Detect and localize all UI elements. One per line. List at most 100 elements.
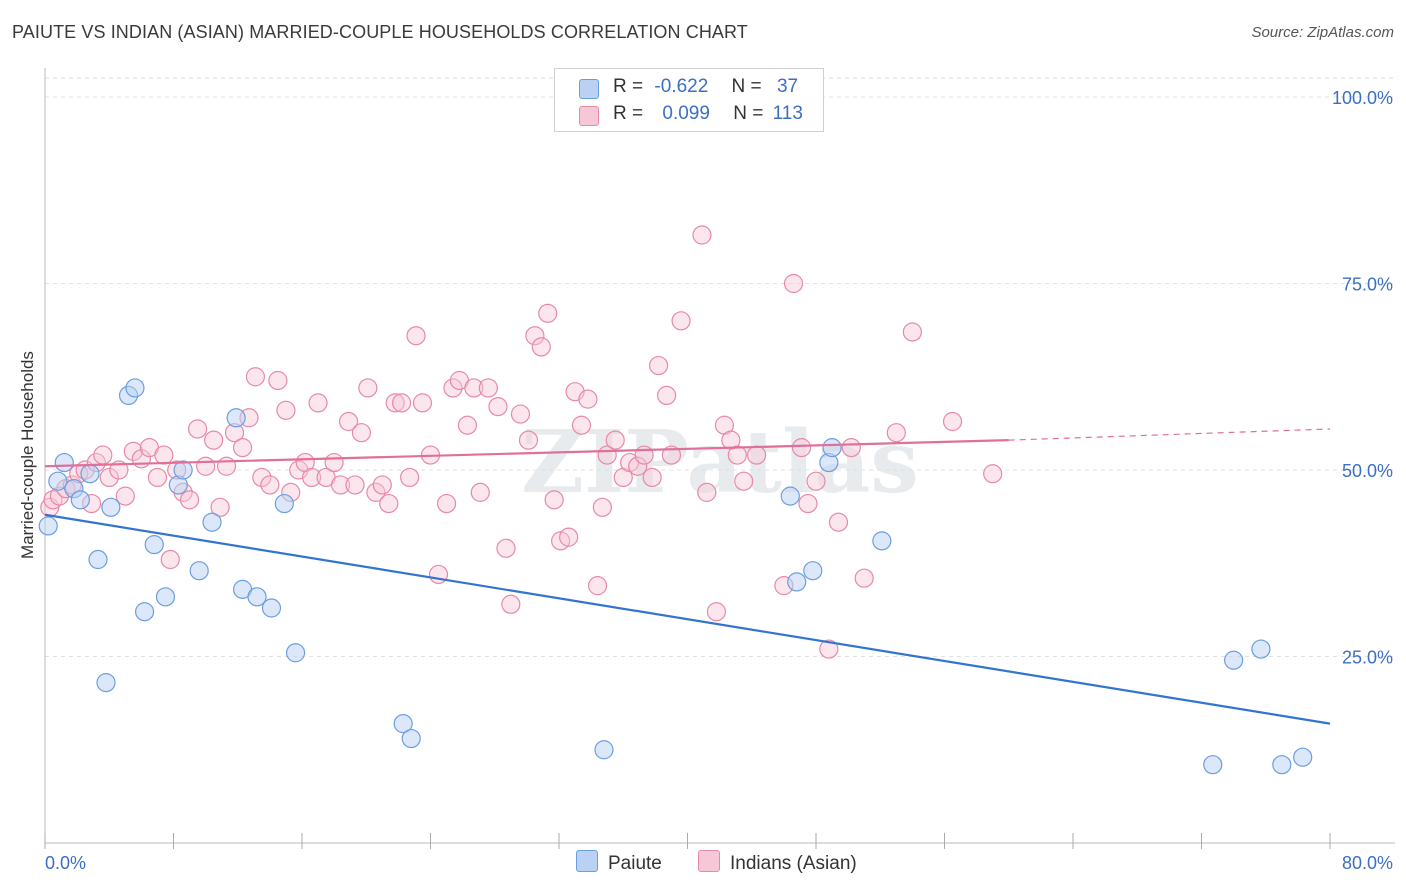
indian-point <box>510 404 531 424</box>
bottom-indian-swatch <box>698 850 720 872</box>
x-tick-label-min: 0.0% <box>45 853 86 873</box>
indian-point <box>642 467 662 488</box>
indian-point <box>366 482 386 502</box>
chart-title: PAIUTE VS INDIAN (ASIAN) MARRIED-COUPLE … <box>12 22 748 42</box>
indian-point <box>338 411 359 432</box>
x-tick-label-max: 80.0% <box>1342 853 1393 873</box>
paiute-n-value: 37 <box>776 76 799 97</box>
indian-point <box>147 467 168 488</box>
indian-point <box>854 568 874 588</box>
indian-trend-extension <box>1008 428 1331 441</box>
indian-point <box>436 493 457 514</box>
paiute-point <box>261 598 282 618</box>
indian-point <box>798 493 818 514</box>
indian-point <box>216 456 237 476</box>
indian-point <box>400 467 420 488</box>
paiute-point <box>787 572 807 592</box>
indian-point <box>746 445 767 465</box>
indian-point <box>330 475 351 495</box>
indian-point <box>525 326 545 346</box>
indian-point <box>391 393 412 413</box>
indian-point <box>587 576 608 596</box>
paiute-point <box>401 728 421 749</box>
bottom-paiute-swatch <box>576 850 598 872</box>
indian-point <box>268 370 288 391</box>
indian-point <box>734 471 754 491</box>
indian-point <box>196 456 216 476</box>
indian-point <box>470 482 490 502</box>
paiute-point <box>144 534 164 555</box>
indian-point <box>578 389 598 409</box>
indian-point <box>983 464 1003 484</box>
paiute-point <box>80 464 100 484</box>
indian-point <box>308 393 328 413</box>
indian-point <box>99 467 119 488</box>
indian-point <box>160 549 180 570</box>
indian-point <box>496 538 516 558</box>
indian-point <box>902 322 922 342</box>
paiute-point <box>134 602 155 622</box>
indian-n-label: N = <box>733 103 764 124</box>
indian-point <box>443 378 463 398</box>
paiute-point <box>96 673 116 693</box>
indian-point <box>232 438 253 458</box>
paiute-swatch <box>579 79 599 99</box>
y-tick-label-75: 75.0% <box>1342 275 1393 295</box>
paiute-point <box>285 643 306 663</box>
indian-point <box>661 445 682 465</box>
paiute-point <box>274 493 294 514</box>
paiute-point <box>155 587 176 607</box>
paiute-point <box>88 549 108 570</box>
indian-point <box>692 225 712 245</box>
paiute-point <box>202 512 222 532</box>
indian-point <box>154 445 174 465</box>
indian-n-value: 113 <box>772 103 803 124</box>
indian-point <box>571 415 592 435</box>
paiute-point <box>803 561 823 581</box>
indian-point <box>657 385 677 405</box>
indian-point <box>727 445 747 465</box>
indian-point <box>518 430 539 450</box>
paiute-point <box>70 490 90 510</box>
indian-point <box>210 497 230 517</box>
indian-point <box>783 273 804 294</box>
indian-r-label: R = <box>613 103 644 124</box>
indian-point <box>697 482 717 502</box>
indian-point <box>886 423 906 443</box>
paiute-point <box>872 531 892 551</box>
paiute-point <box>101 497 121 517</box>
indian-swatch <box>579 106 599 126</box>
source-label: Source: ZipAtlas.com <box>1251 24 1394 41</box>
paiute-point <box>1293 747 1313 767</box>
indian-point <box>544 490 564 510</box>
indian-point <box>276 400 296 420</box>
paiute-point <box>1272 755 1292 775</box>
indian-r-value: 0.099 <box>662 103 710 124</box>
bottom-paiute-label: Paiute <box>608 853 662 874</box>
indian-point <box>464 378 484 398</box>
indian-point <box>358 378 378 398</box>
indian-point <box>819 639 839 659</box>
indian-point <box>351 423 372 443</box>
indian-point <box>123 441 143 461</box>
indian-point <box>115 486 135 506</box>
paiute-point <box>1224 650 1244 670</box>
indian-point <box>592 497 612 517</box>
indian-point <box>628 456 648 476</box>
indian-point <box>942 411 963 432</box>
bottom-indian-label: Indians (Asian) <box>730 853 857 874</box>
paiute-point <box>125 378 145 398</box>
indian-point <box>204 430 224 450</box>
indian-point <box>372 475 392 495</box>
indian-point <box>671 311 691 331</box>
indian-point <box>648 355 669 376</box>
paiute-point <box>1251 639 1271 659</box>
indian-point <box>412 393 433 413</box>
indian-point <box>605 430 625 450</box>
indian-point <box>109 460 129 480</box>
bottom-legend-paiute: Paiute <box>576 850 662 875</box>
indian-point <box>187 419 208 439</box>
paiute-point <box>1203 755 1223 775</box>
indian-point <box>478 378 498 398</box>
